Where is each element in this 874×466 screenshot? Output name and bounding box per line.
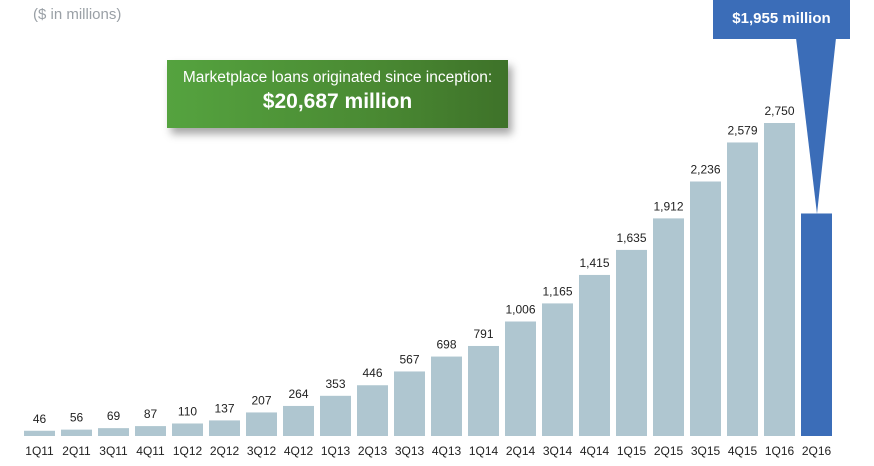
data-label-3Q14: 1,165	[542, 284, 572, 298]
bar-4Q11	[135, 426, 166, 436]
x-tick-1Q14: 1Q14	[469, 444, 499, 458]
data-label-4Q12: 264	[288, 387, 308, 401]
data-label-2Q13: 446	[362, 366, 382, 380]
bar-4Q14	[579, 274, 610, 436]
x-tick-3Q13: 3Q13	[395, 444, 425, 458]
bar-2Q12	[209, 420, 240, 436]
x-tick-4Q13: 4Q13	[432, 444, 462, 458]
units-note: ($ in millions)	[33, 6, 122, 23]
data-label-4Q15: 2,579	[727, 123, 757, 137]
bar-4Q15	[727, 142, 758, 437]
bar-4Q13	[431, 356, 462, 436]
data-label-3Q11: 69	[107, 409, 121, 423]
bar-1Q11	[24, 430, 55, 436]
bar-3Q14	[542, 303, 573, 436]
x-tick-2Q12: 2Q12	[210, 444, 240, 458]
x-tick-1Q11: 1Q11	[25, 444, 54, 458]
bar-3Q11	[98, 428, 129, 436]
cumulative-callout: Marketplace loans originated since incep…	[167, 60, 508, 128]
bar-2Q11	[61, 429, 92, 436]
data-label-1Q15: 1,635	[616, 231, 646, 245]
data-label-2Q14: 1,006	[505, 302, 535, 316]
bar-3Q13	[394, 371, 425, 436]
data-label-2Q15: 1,912	[653, 199, 683, 213]
data-label-4Q13: 698	[436, 338, 456, 352]
x-tick-4Q11: 4Q11	[136, 444, 165, 458]
x-tick-1Q15: 1Q15	[617, 444, 647, 458]
bar-3Q12	[246, 412, 277, 436]
x-tick-3Q14: 3Q14	[543, 444, 573, 458]
callout-text: Marketplace loans originated since incep…	[182, 69, 493, 86]
x-tick-2Q11: 2Q11	[62, 444, 91, 458]
x-tick-2Q13: 2Q13	[358, 444, 388, 458]
x-tick-2Q16: 2Q16	[802, 444, 832, 458]
highlight-pointer	[796, 38, 836, 214]
data-label-1Q14: 791	[473, 327, 493, 341]
bar-1Q15	[616, 249, 647, 436]
bar-1Q16	[764, 123, 795, 436]
data-label-3Q12: 207	[251, 393, 271, 407]
highlight-callout: $1,955 million	[713, 0, 850, 39]
bar-2Q13	[357, 385, 388, 436]
data-label-1Q11: 46	[33, 412, 47, 426]
x-tick-1Q16: 1Q16	[765, 444, 795, 458]
x-tick-4Q15: 4Q15	[728, 444, 758, 458]
x-tick-1Q13: 1Q13	[321, 444, 351, 458]
bar-4Q12	[283, 405, 314, 436]
bar-3Q15	[690, 181, 721, 436]
x-tick-2Q14: 2Q14	[506, 444, 536, 458]
x-tick-4Q14: 4Q14	[580, 444, 610, 458]
bar-1Q12	[172, 423, 203, 436]
bar-2Q16	[801, 213, 832, 436]
callout-value: $20,687 million	[262, 90, 413, 113]
x-tick-3Q15: 3Q15	[691, 444, 721, 458]
data-label-3Q15: 2,236	[690, 163, 720, 177]
data-label-4Q14: 1,415	[579, 256, 609, 270]
data-label-3Q13: 567	[399, 352, 419, 366]
bar-2Q15	[653, 218, 684, 436]
x-tick-2Q15: 2Q15	[654, 444, 684, 458]
data-label-1Q12: 110	[178, 404, 197, 418]
data-label-1Q13: 353	[325, 377, 345, 391]
data-label-2Q12: 137	[214, 401, 234, 415]
data-label-1Q16: 2,750	[764, 104, 794, 118]
bar-1Q13	[320, 395, 351, 436]
x-tick-1Q12: 1Q12	[173, 444, 203, 458]
bar-1Q14	[468, 345, 499, 436]
x-tick-4Q12: 4Q12	[284, 444, 314, 458]
bar-2Q14	[505, 321, 536, 436]
data-label-2Q11: 56	[70, 411, 84, 425]
x-tick-3Q12: 3Q12	[247, 444, 277, 458]
data-label-4Q11: 87	[144, 407, 158, 421]
x-tick-3Q11: 3Q11	[99, 444, 128, 458]
